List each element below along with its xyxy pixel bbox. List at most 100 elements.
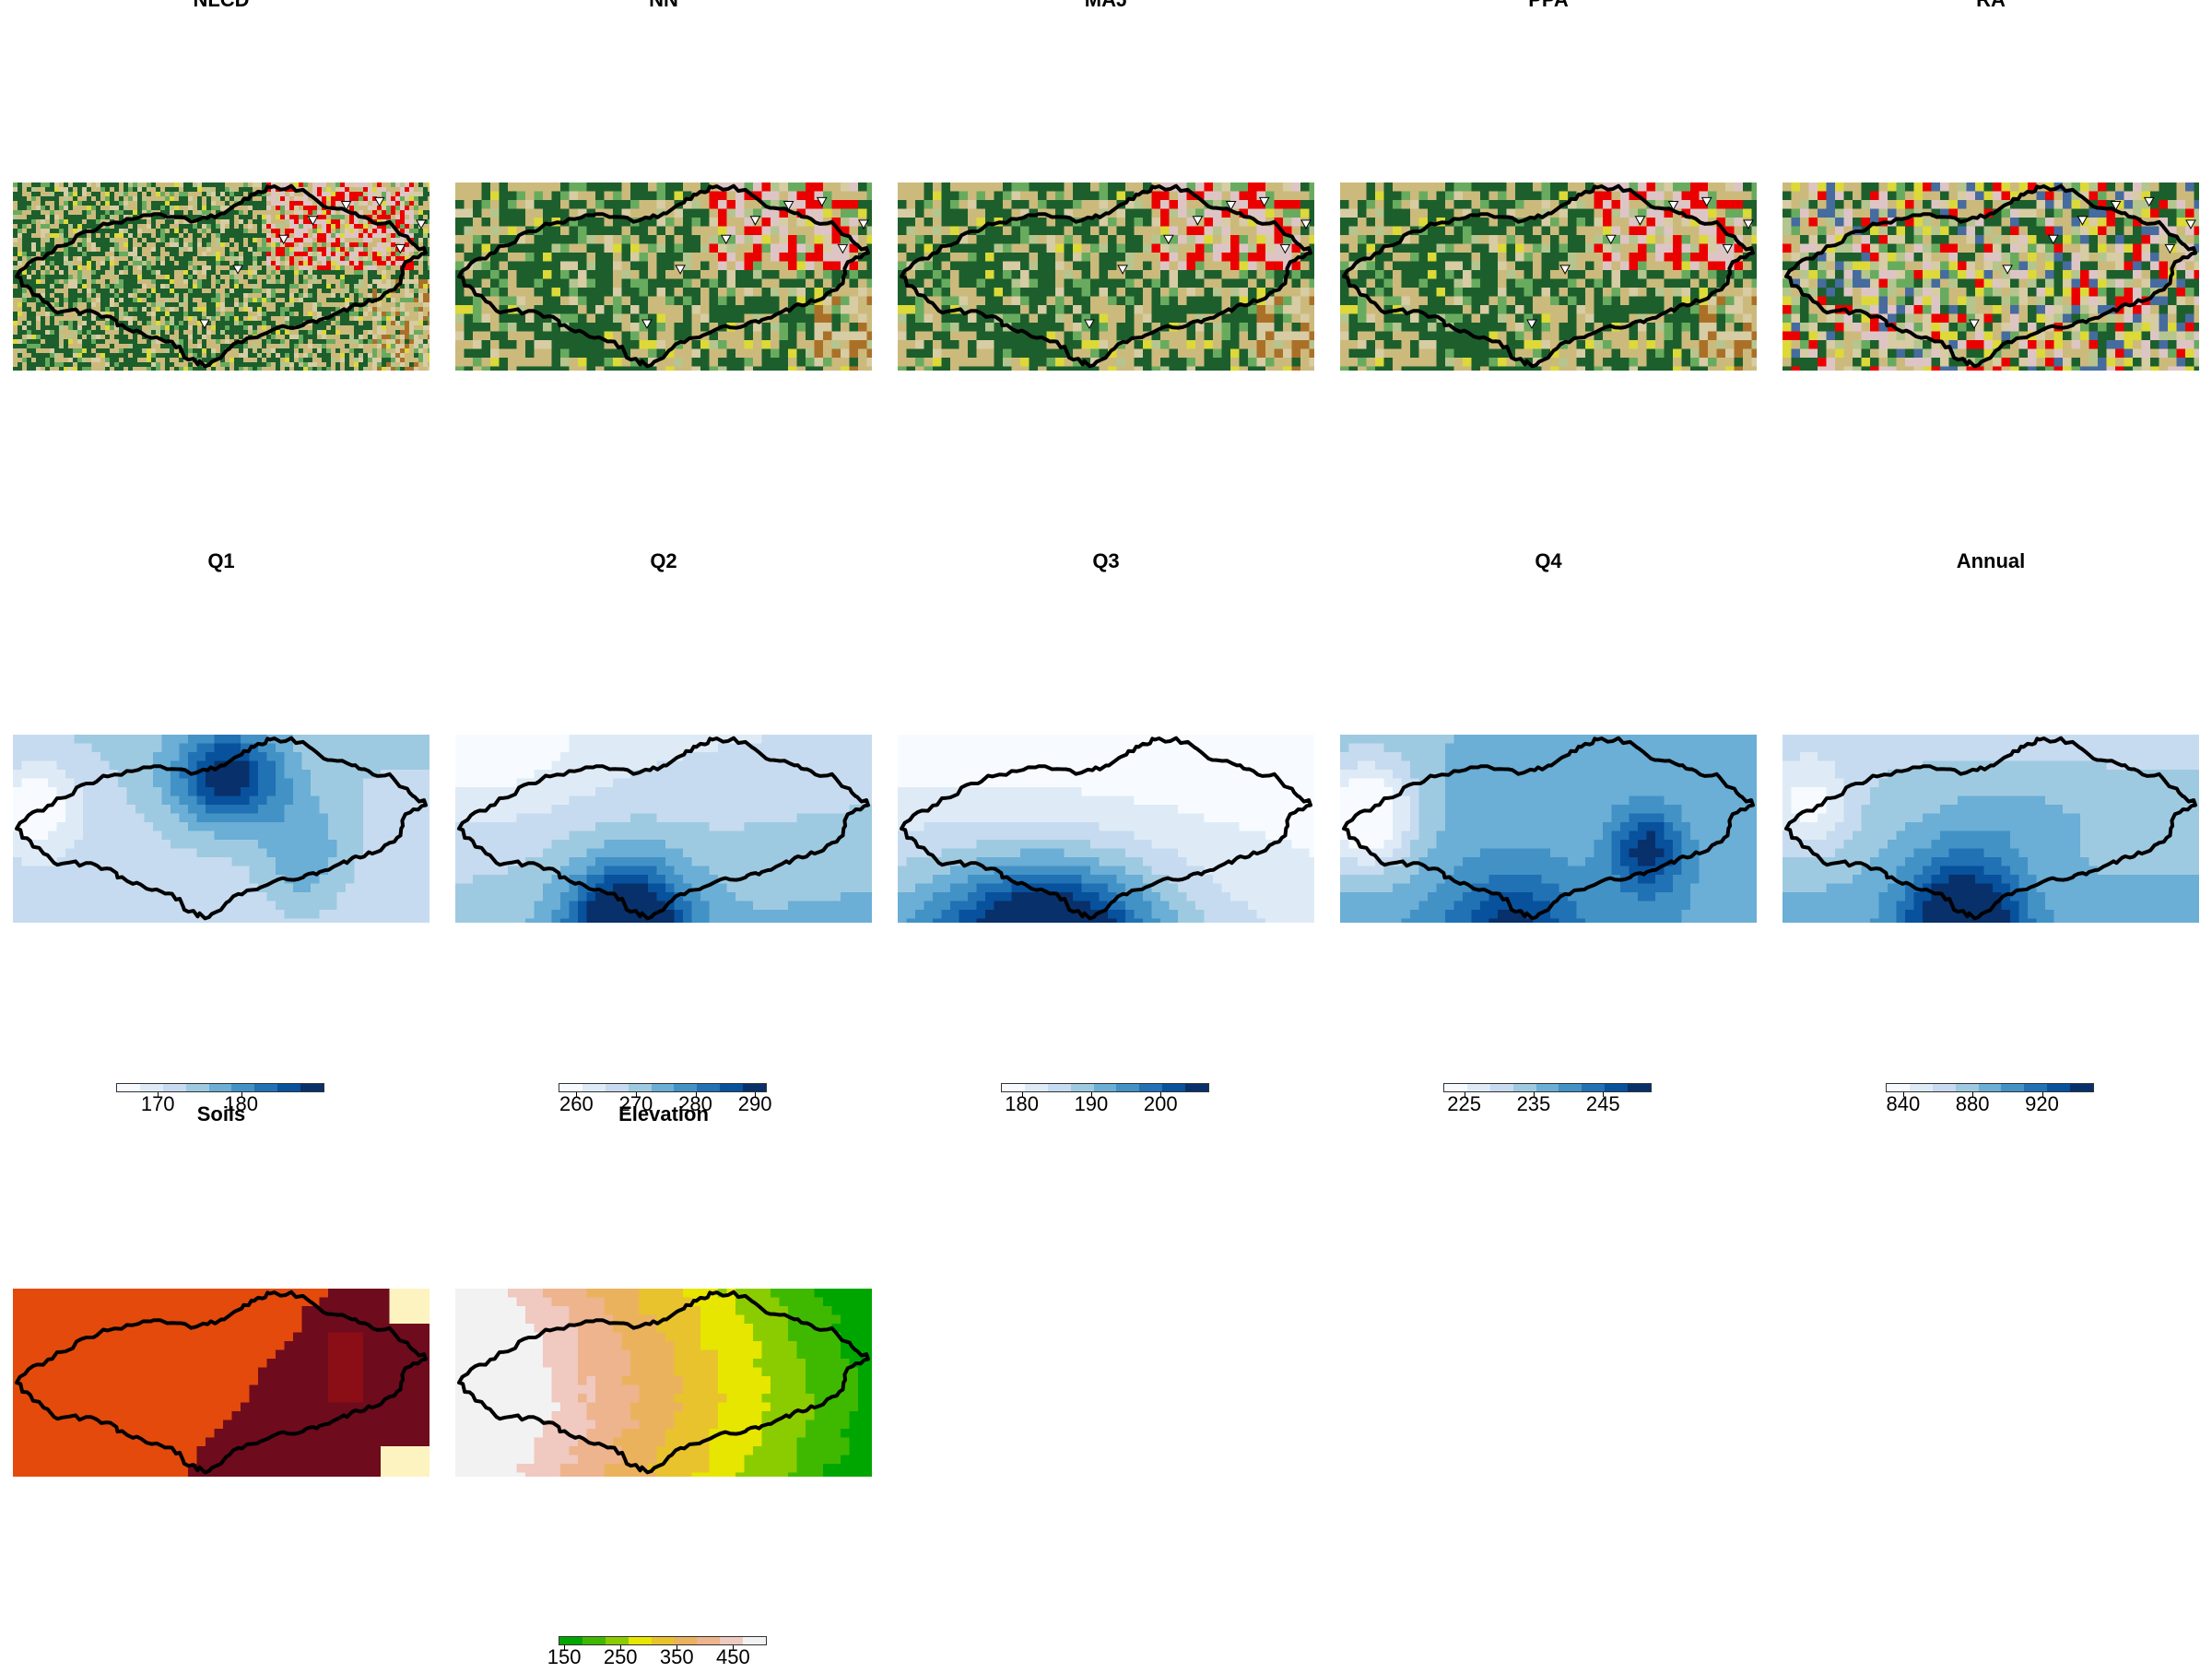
legend-swatch <box>1490 1084 1513 1091</box>
legend-swatch <box>254 1084 277 1091</box>
legend-swatch <box>582 1637 606 1644</box>
legend-swatch <box>186 1084 209 1091</box>
gauge-marker-icon <box>2003 265 2012 274</box>
gauge-marker-icon <box>818 197 827 206</box>
gauge-marker-icon <box>859 220 868 229</box>
gauge-marker-icon <box>2077 217 2087 225</box>
gauge-marker-icon <box>838 244 847 253</box>
gauge-marker-icon <box>2145 197 2154 206</box>
legend-swatch <box>1979 1084 2002 1091</box>
gauge-marker-icon <box>233 265 242 274</box>
legend-swatch <box>697 1084 720 1091</box>
legend-tick-label: 250 <box>604 1646 638 1668</box>
panel-title: Q1 <box>13 551 429 571</box>
legend-tick-label: 225 <box>1447 1093 1481 1115</box>
legend-tick-label: 150 <box>547 1646 582 1668</box>
legend-swatch <box>1002 1084 1025 1091</box>
watershed-boundary <box>17 186 426 367</box>
legend-swatch <box>629 1084 652 1091</box>
legend-swatch <box>743 1637 766 1644</box>
watershed-boundary <box>1344 186 1753 367</box>
gauge-marker-icon <box>200 320 209 328</box>
legend-swatch <box>1605 1084 1628 1091</box>
legend-tick-label: 880 <box>1956 1093 1990 1115</box>
legend-color-bar <box>1001 1083 1209 1092</box>
gauge-marker-icon <box>279 235 288 243</box>
gauge-marker-icon <box>722 235 731 243</box>
legend-swatch <box>1628 1084 1651 1091</box>
gauge-marker-icon <box>1560 265 1570 274</box>
watershed-boundary <box>901 738 1311 919</box>
gauge-marker-icon <box>1527 320 1536 328</box>
panel-title: Soils <box>13 1104 429 1125</box>
legend-swatch <box>1536 1084 1559 1091</box>
legend-tick-label: 190 <box>1075 1093 1109 1115</box>
gauge-marker-icon <box>1606 235 1616 243</box>
legend-swatch <box>582 1084 606 1091</box>
legend-swatch <box>1956 1084 1979 1091</box>
legend-swatch <box>559 1084 582 1091</box>
map-raster <box>455 735 872 923</box>
legend-swatch <box>1933 1084 1956 1091</box>
legend-swatch <box>674 1084 697 1091</box>
legend-swatch <box>1467 1084 1490 1091</box>
gauge-marker-icon <box>1723 244 1732 253</box>
legend-swatch <box>1513 1084 1536 1091</box>
legend-swatch <box>697 1637 720 1644</box>
legend-tick-label: 235 <box>1517 1093 1551 1115</box>
panel-title: NLCD <box>13 0 429 10</box>
map-raster <box>13 183 429 371</box>
watershed-boundary <box>459 186 868 367</box>
legend-swatch <box>652 1637 675 1644</box>
map-raster <box>1783 735 2199 923</box>
legend-swatch <box>1185 1084 1208 1091</box>
legend-color-bar <box>116 1083 324 1092</box>
panel-title: Annual <box>1783 551 2199 571</box>
legend-swatch <box>1094 1084 1117 1091</box>
legend-tick-label: 840 <box>1886 1093 1920 1115</box>
map-raster <box>1340 183 1757 371</box>
gauge-marker-icon <box>1301 220 1311 229</box>
legend-swatch <box>606 1084 629 1091</box>
panel-title: PPA <box>1340 0 1757 10</box>
legend-tick-label: 350 <box>660 1646 694 1668</box>
gauge-marker-icon <box>2165 244 2174 253</box>
legend-swatch <box>674 1637 697 1644</box>
legend-tick-label: 200 <box>1144 1093 1178 1115</box>
panel-title: Q4 <box>1340 551 1757 571</box>
legend-swatch <box>231 1084 254 1091</box>
legend-swatch <box>277 1084 300 1091</box>
legend-swatch <box>720 1637 743 1644</box>
panel-title: Q3 <box>898 551 1314 571</box>
watershed-boundary <box>1786 186 2195 367</box>
legend-swatch <box>163 1084 186 1091</box>
legend-tick-label: 450 <box>716 1646 750 1668</box>
legend-swatch <box>1162 1084 1185 1091</box>
legend-swatch <box>209 1084 232 1091</box>
legend-swatch <box>117 1084 140 1091</box>
gauge-marker-icon <box>2186 220 2195 229</box>
legend-swatch <box>1887 1084 1910 1091</box>
legend-color-bar <box>1886 1083 2094 1092</box>
gauge-marker-icon <box>1280 244 1289 253</box>
watershed-boundary <box>17 738 426 919</box>
legend-swatch <box>1025 1084 1048 1091</box>
gauge-marker-icon <box>308 217 317 225</box>
legend-swatch <box>629 1637 652 1644</box>
gauge-marker-icon <box>1164 235 1173 243</box>
legend-swatch <box>300 1084 324 1091</box>
legend-color-bar <box>1443 1083 1652 1092</box>
watershed-boundary <box>901 186 1311 367</box>
panel-title: Q2 <box>455 551 872 571</box>
gauge-marker-icon <box>642 320 652 328</box>
map-raster <box>455 183 872 371</box>
gauge-marker-icon <box>1744 220 1753 229</box>
legend-swatch <box>2001 1084 2024 1091</box>
gauge-marker-icon <box>750 217 759 225</box>
legend-swatch <box>1444 1084 1467 1091</box>
legend-swatch <box>2024 1084 2047 1091</box>
legend-tick-label: 245 <box>1586 1093 1620 1115</box>
map-raster <box>455 1289 872 1477</box>
